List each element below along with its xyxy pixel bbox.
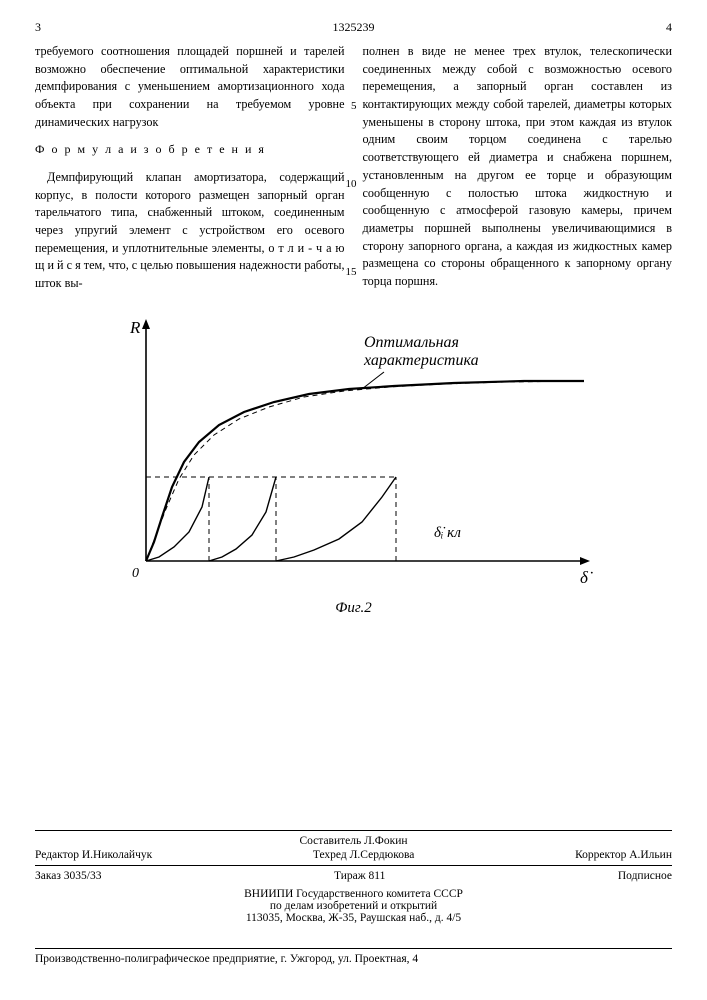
techred: Техред Л.Сердюкова bbox=[313, 849, 414, 861]
order: Заказ 3035/33 bbox=[35, 870, 102, 882]
figure-label: Фиг.2 bbox=[104, 600, 604, 617]
patent-number: 1325239 bbox=[41, 20, 666, 35]
svg-text:R: R bbox=[129, 318, 141, 337]
formula-heading: Ф о р м у л а и з о б р е т е н и я bbox=[35, 141, 345, 158]
tirazh: Тираж 811 bbox=[334, 870, 385, 882]
figure-2-chart: Rδ̇ 0 Оптимальнаяхарактеристика δ̇ᵢ кл Фиг.… bbox=[104, 317, 604, 617]
subscript: Подписное bbox=[618, 870, 672, 882]
line-number-15: 15 bbox=[346, 265, 357, 281]
left-para-1: требуемого соотношения площадей поршней … bbox=[35, 43, 345, 131]
right-column: полнен в виде не менее трех втулок, теле… bbox=[363, 43, 673, 303]
org-line-2: по делам изобретений и открытий bbox=[35, 900, 672, 912]
svg-text:характеристика: характеристика bbox=[363, 352, 479, 369]
corrector: Корректор А.Ильин bbox=[575, 849, 672, 861]
svg-text:δ̇: δ̇ bbox=[580, 568, 593, 587]
org-line-1: ВНИИПИ Государственного комитета СССР bbox=[35, 888, 672, 900]
svg-text:0: 0 bbox=[132, 566, 139, 581]
line-number-10: 10 bbox=[346, 177, 357, 193]
left-para-2: Демпфирующий клапан амортизатора, содерж… bbox=[35, 169, 345, 293]
svg-text:Оптимальная: Оптимальная bbox=[364, 334, 459, 351]
chart-svg: Rδ̇ 0 Оптимальнаяхарактеристика δ̇ᵢ кл bbox=[104, 317, 604, 597]
org-address: 113035, Москва, Ж-35, Раушская наб., д. … bbox=[35, 912, 672, 924]
page-num-right: 4 bbox=[666, 20, 672, 35]
svg-text:δ̇ᵢ кл: δ̇ᵢ кл bbox=[434, 525, 461, 541]
printer-line: Производственно-полиграфическое предприя… bbox=[35, 948, 672, 965]
line-number-5: 5 bbox=[351, 99, 357, 115]
editor: Редактор И.Николайчук bbox=[35, 849, 152, 861]
footer-block: Составитель Л.Фокин Редактор И.Николайчу… bbox=[35, 826, 672, 930]
left-column: требуемого соотношения площадей поршней … bbox=[35, 43, 345, 303]
right-para-1: полнен в виде не менее трех втулок, теле… bbox=[363, 43, 673, 291]
page-header: 3 1325239 4 bbox=[35, 20, 672, 35]
compiler: Составитель Л.Фокин bbox=[299, 835, 407, 847]
